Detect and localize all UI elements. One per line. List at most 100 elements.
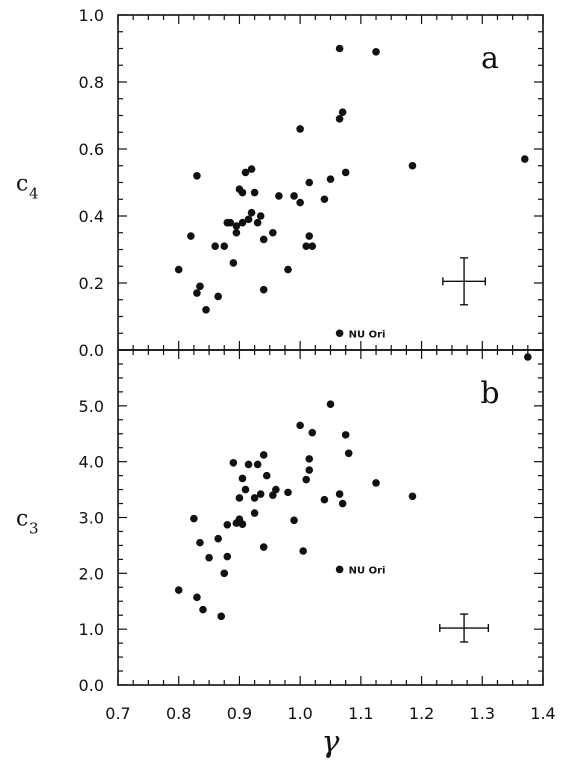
data-point [408,492,417,501]
data-point [190,514,198,523]
data-point [335,565,344,574]
data-point [250,509,259,517]
y-tick-label: 0.0 [79,341,104,360]
data-point [408,161,417,170]
data-point [305,178,314,187]
data-point [211,242,219,250]
data-point [296,125,304,133]
data-point [199,605,207,614]
y-tick-label: 1.0 [79,6,104,25]
data-point [305,455,314,463]
data-point [238,188,247,197]
y-axis-label-subscript: 3 [29,520,39,538]
data-point [341,168,350,177]
data-point [247,208,256,217]
x-axis-label: γ [322,725,340,760]
data-point [226,218,235,227]
data-point [296,198,304,207]
data-point [244,460,253,469]
data-point [372,48,380,56]
data-point [302,242,311,250]
data-point [308,242,317,250]
data-point [341,431,350,439]
data-point [250,188,259,197]
y-axis-label: c [16,172,28,197]
annotation-nu-ori: NU Ori [349,329,386,340]
y-tick-label: 0.0 [79,676,104,695]
data-point [250,494,259,502]
data-point [296,421,304,430]
data-point [256,490,265,498]
data-point [269,491,277,499]
data-point [326,400,335,408]
data-point [187,232,195,240]
data-point [299,547,307,555]
panel-a: 0.0 0.2 0.4 0.6 0.8 1.0 c 4 a NU Ori [16,6,544,360]
data-point [247,165,256,173]
data-point [335,44,344,53]
x-tick-label: 1.3 [470,704,495,723]
x-tick-label: 1.1 [348,704,373,723]
data-point [284,265,292,274]
data-point [256,212,265,220]
data-point [220,569,229,578]
data-point [320,495,329,504]
panel-label: b [480,376,499,411]
y-tick-label: 0.8 [79,73,104,92]
x-tick-label: 1.0 [287,704,312,723]
data-point [244,215,253,224]
data-point [302,475,311,484]
y-tick-label: 0.4 [79,207,104,226]
data-point [344,449,353,458]
data-point [214,534,222,543]
y-tick-label: 5.0 [79,397,104,416]
data-point [272,485,280,494]
x-tick-label: 1.4 [530,704,555,723]
data-point [241,168,250,177]
data-point [290,192,298,200]
data-point [205,553,213,562]
x-tick-label: 0.7 [105,704,130,723]
y-tick-label: 0.2 [79,274,104,293]
y-axis-label-subscript: 4 [29,185,39,203]
data-point [223,520,232,529]
data-point [284,488,292,497]
data-point [338,499,347,508]
data-point [326,175,335,183]
data-point [220,242,229,250]
data-point [235,494,244,502]
data-point [196,538,204,547]
data-point [232,228,241,237]
data-point [241,485,250,494]
data-point [335,329,344,338]
data-point [335,490,344,498]
y-tick-label: 4.0 [79,453,104,472]
data-point [320,195,329,204]
data-point [193,172,201,180]
data-point [269,228,277,237]
data-point [524,353,532,361]
data-point [259,235,268,244]
data-point [259,543,268,551]
x-tick-label: 0.9 [227,704,252,723]
data-point [305,232,314,240]
data-point [259,451,268,459]
data-point [229,259,238,267]
data-point [253,218,262,227]
y-tick-label: 3.0 [79,509,104,528]
panel-label: a [481,41,499,76]
data-point [372,479,380,487]
data-point [338,108,347,116]
data-point [196,282,204,291]
y-tick-label: 0.6 [79,140,104,159]
data-point [290,516,298,525]
data-point [238,474,247,483]
y-axis-label: c [16,507,28,532]
data-point [262,471,271,480]
data-point [174,265,183,274]
plot-frame [117,349,544,686]
x-tick-label: 1.2 [409,704,434,723]
panel-b: 0.0 1.0 2.0 3.0 4.0 5.0 c 3 b NU Ori [16,349,544,695]
data-point [232,222,241,230]
